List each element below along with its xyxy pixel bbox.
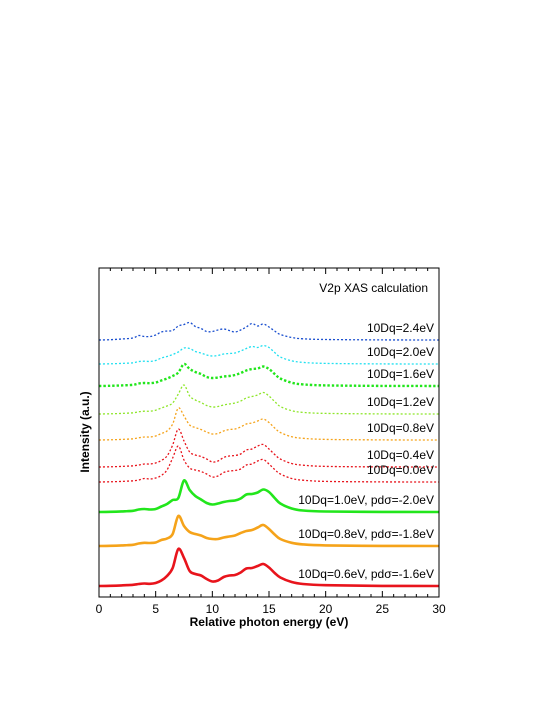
x-axis-title: Relative photon energy (eV) — [190, 615, 349, 629]
x-tick-labels: 0 5 10 15 20 25 30 — [96, 602, 446, 616]
series-label: 10Dq=2.4eV — [367, 321, 434, 335]
curve-labels: 10Dq=0.6eV, pdσ=-1.6eV 10Dq=0.8eV, pdσ=-1… — [298, 321, 434, 581]
series-line — [98, 384, 440, 415]
series-label: 10Dq=0.0eV — [367, 463, 434, 477]
series-label: 10Dq=1.6eV — [367, 367, 434, 381]
series-line — [98, 547, 440, 588]
x-tick-label: 30 — [432, 602, 446, 616]
series-label: 10Dq=0.6eV, pdσ=-1.6eV — [298, 567, 434, 581]
series-line — [98, 445, 440, 483]
series-label: 10Dq=1.2eV — [367, 395, 434, 409]
x-tick-label: 10 — [206, 602, 220, 616]
x-tick-label: 0 — [96, 602, 103, 616]
series-line — [98, 362, 440, 388]
series-line — [98, 479, 440, 514]
series-label: 10Dq=0.8eV — [367, 421, 434, 435]
series-label: 10Dq=0.8eV, pdσ=-1.8eV — [298, 527, 434, 541]
series-label: 10Dq=0.4eV — [367, 448, 434, 462]
spectra-curves — [98, 321, 440, 588]
series-line — [98, 321, 440, 341]
series-line — [98, 514, 440, 548]
x-tick-label: 5 — [152, 602, 159, 616]
x-tick-label: 25 — [376, 602, 390, 616]
x-tick-label: 20 — [319, 602, 333, 616]
axis-ticks — [98, 268, 440, 597]
series-line — [98, 428, 440, 468]
x-tick-label: 15 — [262, 602, 276, 616]
series-line — [98, 407, 440, 441]
series-label: 10Dq=1.0eV, pdσ=-2.0eV — [298, 493, 434, 507]
chart-title: V2p XAS calculation — [319, 281, 428, 295]
y-axis-title: Intensity (a.u.) — [78, 391, 92, 472]
series-line — [98, 344, 440, 365]
series-label: 10Dq=2.0eV — [367, 345, 434, 359]
